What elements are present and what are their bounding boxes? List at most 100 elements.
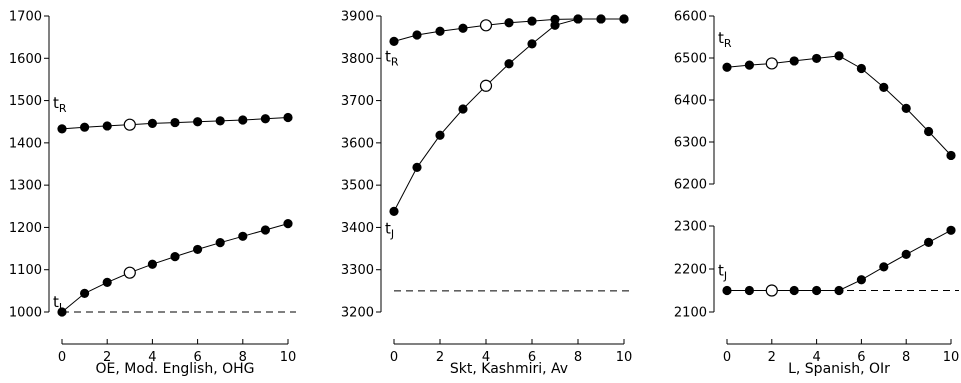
chart1-x-tick-label: 0 [58, 350, 66, 365]
chart1-series-line-tJ [61, 223, 289, 313]
chart3-upper-y-tick-label: 6300 [674, 136, 707, 151]
chart3-data-point-tJ [923, 237, 934, 247]
chart3-upper-y-tick-label: 6500 [674, 52, 707, 67]
chart2-y-tick-label: 3700 [341, 94, 374, 109]
chart1-data-point-tR [123, 118, 136, 131]
chart3-data-point-tJ [722, 285, 732, 296]
chart2-series-label-tR: tR [385, 47, 399, 68]
chart1-y-tick-label: 1500 [9, 94, 42, 109]
chart3-data-point-tR [879, 82, 889, 93]
chart1-data-point-tR [238, 115, 248, 125]
chart1-data-point-tJ [57, 307, 67, 317]
chart1-data-point-tR [170, 117, 180, 128]
chart1-data-point-tR [79, 122, 90, 132]
chart2-data-point-tJ [550, 20, 560, 30]
chart2-y-tick-label: 3800 [341, 52, 374, 67]
chart3-data-point-tJ [789, 285, 799, 296]
chart1-data-point-tR [283, 112, 293, 123]
chart3-x-tick-label: 0 [723, 350, 731, 365]
chart3-data-point-tJ [811, 285, 822, 296]
chart2-data-point-tJ [479, 79, 493, 92]
chart3-upper-y-tick-label: 6400 [674, 94, 707, 109]
chart1-data-point-tJ [123, 266, 136, 279]
chart3-x-tick-label: 4 [812, 350, 820, 365]
chart1-data-point-tJ [102, 277, 112, 287]
chart1-data-point-tR [57, 124, 67, 134]
chart2-x-tick-label: 8 [574, 350, 582, 365]
chart2-x-axis-label: Skt, Kashmiri, Av [450, 361, 568, 377]
chart1-y-tick-label: 1400 [9, 136, 42, 151]
chart2-data-point-tR [412, 30, 422, 40]
chart2-data-point-tJ [389, 206, 399, 216]
chart1-y-tick-label: 1200 [9, 221, 42, 236]
chart2-data-point-tR [435, 26, 445, 36]
chart3-data-point-tR [856, 63, 867, 74]
chart3-data-point-tJ [856, 275, 867, 285]
chart2-y-tick-label: 3500 [341, 179, 374, 194]
chart1-x-tick-label: 6 [193, 350, 201, 365]
chart2-data-point-tR [527, 16, 537, 26]
chart1-x-tick-label: 2 [103, 350, 111, 365]
chart2-data-point-tJ [596, 14, 606, 24]
chart-skt-kashmiri-av: 3200 3300 3400 3500 3600 3700 3800 3900 tR tJ 0 2 4 6… [341, 10, 632, 378]
chart1-series-label-tR: tR [53, 94, 67, 115]
chart2-data-point-tR [479, 19, 493, 32]
chart2-data-point-tJ [435, 130, 445, 140]
chart1-y-tick-label: 1600 [9, 52, 42, 67]
chart2-y-tick-label: 3900 [341, 10, 374, 25]
chart1-data-point-tJ [79, 288, 90, 298]
chart1-x-axis-label: OE, Mod. English, OHG [95, 361, 254, 377]
chart1-data-point-tJ [238, 231, 248, 241]
chart1-data-point-tR [102, 121, 112, 131]
chart2-y-tick-label: 3300 [341, 263, 374, 278]
chart3-data-point-tR [946, 150, 956, 161]
chart2-data-point-tR [458, 23, 468, 33]
chart1-x-tick-label: 10 [280, 350, 297, 365]
chart1-data-point-tJ [193, 244, 203, 255]
chart3-x-axis-label: L, Spanish, OIr [788, 361, 890, 377]
chart3-lower-y-tick-label: 2300 [674, 220, 707, 235]
chart1-data-point-tJ [170, 252, 180, 262]
chart2-y-tick-label: 3400 [341, 221, 374, 236]
chart3-data-point-tR [811, 53, 822, 64]
chart3-x-tick-label: 10 [943, 350, 960, 365]
chart1-y-tick-label: 1000 [9, 306, 42, 321]
chart3-data-point-tJ [744, 285, 755, 296]
chart3-series-label-tJ: tJ [718, 262, 727, 283]
chart1-series-label-tJ: tJ [53, 293, 62, 314]
chart2-y-tick-label: 3600 [341, 136, 374, 151]
chart1-data-point-tR [215, 116, 225, 126]
chart1-data-point-tJ [215, 238, 225, 248]
chart2-data-point-tR [389, 36, 399, 46]
chart1-y-tick-label: 1100 [9, 263, 42, 278]
chart3-data-point-tJ [946, 225, 956, 235]
chart2-data-point-tJ [458, 104, 468, 114]
chart3-data-point-tJ [765, 284, 778, 297]
chart-l-spanish-oir: 6200 6300 6400 6500 6600 2100 2200 2300 tR tJ 0 2 4 6… [674, 10, 959, 378]
chart3-data-point-tR [744, 60, 755, 70]
chart2-data-point-tJ [573, 14, 583, 24]
chart3-upper-y-tick-label: 6200 [674, 178, 707, 193]
chart1-data-point-tJ [147, 259, 157, 269]
chart2-x-tick-label: 4 [482, 350, 490, 365]
chart2-data-point-tJ [412, 162, 422, 172]
chart1-x-tick-label: 8 [239, 350, 247, 365]
chart2-x-tick-label: 0 [390, 350, 398, 365]
chart1-y-tick-label: 1300 [9, 179, 42, 194]
chart3-data-point-tR [789, 56, 799, 66]
chart-oe-english-ohg: 1000 1100 1200 1300 1400 1500 1600 1700 tR tJ 0 2 4 6… [9, 10, 296, 378]
chart2-data-point-tJ [504, 59, 514, 69]
chart1-data-point-tJ [260, 225, 270, 235]
chart3-x-tick-label: 6 [857, 350, 865, 365]
chart3-data-point-tR [923, 126, 934, 137]
chart3-lower-y-tick-label: 2200 [674, 263, 707, 278]
chart3-data-point-tR [722, 62, 732, 72]
chart2-data-point-tJ [527, 39, 537, 49]
chart1-y-tick-label: 1700 [9, 10, 42, 25]
chart1-data-point-tR [193, 117, 203, 127]
chart2-data-point-tJ [619, 14, 629, 24]
chart1-data-point-tR [260, 114, 270, 124]
chart3-x-tick-label: 2 [768, 350, 776, 365]
chart3-data-point-tR [834, 51, 844, 61]
